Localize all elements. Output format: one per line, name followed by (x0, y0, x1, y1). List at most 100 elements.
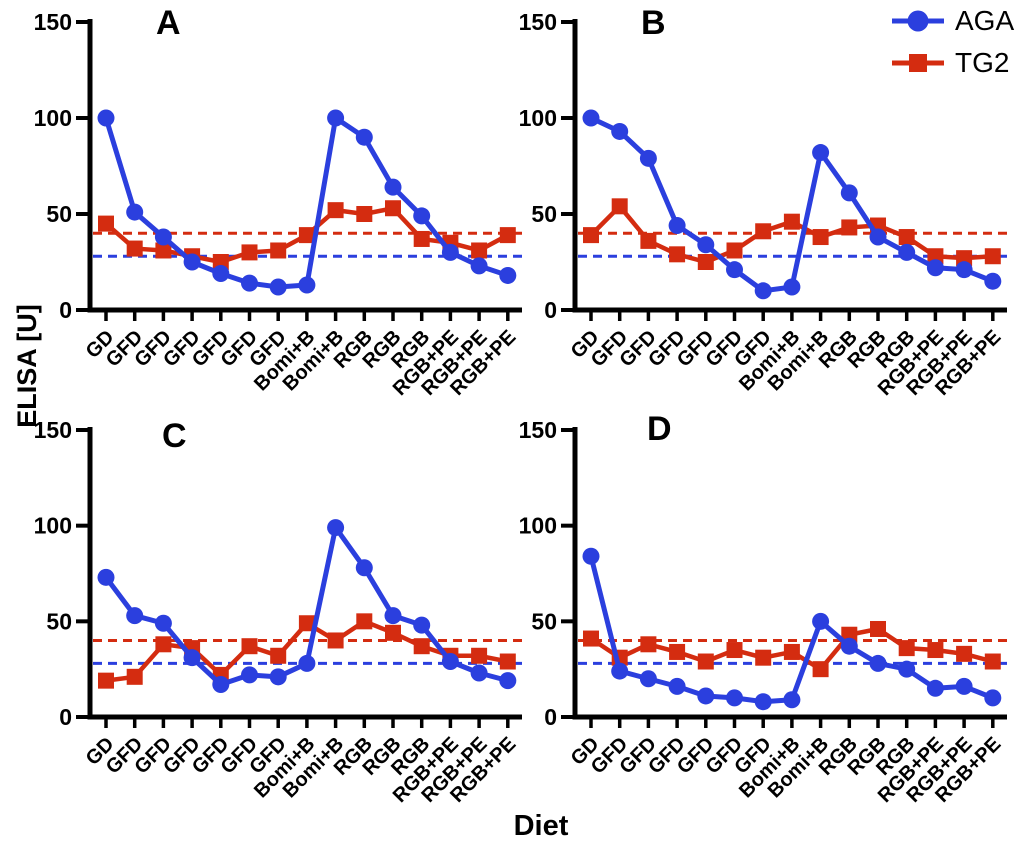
data-point-tg2 (669, 643, 686, 660)
panel-label: D (647, 410, 672, 448)
data-point-tg2 (270, 242, 287, 259)
y-tick-label: 50 (531, 608, 557, 634)
y-axis-title: ELISA [U] (12, 304, 42, 428)
data-point-tg2 (298, 615, 315, 632)
data-point-tg2 (298, 227, 315, 244)
data-point-tg2 (726, 642, 743, 659)
data-point-aga (499, 672, 517, 690)
panel-a: 050100150GDGFDGFDGFDGFDGFDGFDBomi+BBomi+… (34, 4, 522, 400)
data-point-aga (126, 607, 144, 625)
legend-label-tg2: TG2 (955, 47, 1010, 78)
data-point-aga (327, 519, 345, 537)
data-point-aga (726, 689, 743, 707)
data-point-tg2 (697, 254, 714, 270)
data-point-aga (384, 178, 402, 196)
data-point-aga (499, 266, 517, 284)
y-tick-label: 100 (519, 105, 557, 131)
data-point-aga (898, 243, 916, 261)
y-tick-label: 0 (544, 704, 557, 730)
data-point-aga (298, 276, 316, 294)
data-point-tg2 (927, 248, 944, 265)
data-point-aga (812, 612, 830, 630)
data-point-tg2 (841, 219, 858, 236)
y-tick-label: 0 (59, 297, 72, 323)
data-point-tg2 (126, 668, 143, 685)
data-point-aga (726, 261, 743, 279)
data-point-aga (955, 677, 973, 695)
data-point-tg2 (984, 653, 1001, 670)
data-point-tg2 (956, 250, 973, 267)
data-point-tg2 (898, 640, 915, 657)
data-point-tg2 (98, 215, 114, 232)
data-point-tg2 (499, 653, 516, 670)
legend: AGA TG2 (890, 4, 1014, 80)
data-point-aga (97, 109, 115, 127)
y-tick-label: 150 (519, 417, 557, 443)
data-point-aga (582, 547, 600, 565)
data-point-aga (212, 675, 230, 693)
data-point-tg2 (155, 242, 172, 259)
data-point-aga (754, 282, 772, 300)
data-point-tg2 (413, 230, 430, 247)
tg2-marker-icon (892, 54, 944, 72)
data-point-tg2 (640, 232, 657, 249)
data-point-aga (154, 614, 172, 632)
data-point-aga (470, 664, 488, 682)
data-point-tg2 (898, 229, 915, 246)
data-point-aga (212, 265, 230, 283)
data-point-aga (812, 144, 830, 162)
y-tick-label: 150 (34, 417, 72, 443)
data-point-aga (639, 149, 657, 167)
data-point-aga (783, 691, 801, 709)
x-axis-title: Diet (513, 810, 569, 842)
data-point-tg2 (471, 242, 488, 259)
data-point-tg2 (956, 645, 973, 662)
data-point-tg2 (783, 643, 800, 660)
data-point-tg2 (241, 244, 258, 261)
y-tick-label: 50 (46, 201, 72, 227)
data-point-aga (441, 653, 459, 671)
data-point-tg2 (697, 653, 714, 670)
data-point-aga (269, 668, 287, 686)
data-point-tg2 (755, 223, 772, 240)
data-point-tg2 (155, 636, 172, 653)
data-point-tg2 (640, 636, 657, 653)
panel-c: 050100150GDGFDGFDGFDGFDGFDGFDBomi+BBomi+… (34, 417, 522, 807)
data-point-aga (355, 559, 373, 577)
data-point-aga (582, 109, 600, 127)
data-point-tg2 (984, 248, 1001, 265)
data-point-tg2 (870, 620, 886, 637)
y-tick-label: 100 (34, 105, 72, 131)
legend-item-tg2: TG2 (890, 46, 1014, 80)
data-point-aga (697, 687, 715, 705)
data-point-tg2 (126, 240, 143, 257)
data-point-tg2 (927, 642, 944, 659)
data-point-aga (783, 278, 801, 296)
data-point-tg2 (385, 624, 401, 641)
data-point-tg2 (583, 227, 599, 244)
data-point-tg2 (783, 213, 800, 230)
data-point-aga (984, 689, 1002, 707)
data-point-tg2 (270, 647, 287, 664)
data-point-aga (413, 207, 431, 225)
panel-label: C (162, 417, 187, 455)
data-point-aga (611, 662, 629, 680)
series-line-aga (103, 115, 511, 290)
y-tick-label: 100 (519, 513, 557, 539)
data-point-aga (355, 128, 373, 146)
y-tick-label: 0 (544, 297, 557, 323)
data-point-tg2 (212, 254, 229, 270)
data-point-tg2 (471, 647, 488, 664)
data-point-aga (470, 257, 488, 275)
data-point-aga (241, 666, 258, 684)
data-point-aga (241, 274, 258, 292)
y-tick-label: 150 (34, 9, 72, 35)
legend-item-aga: AGA (890, 4, 1014, 38)
data-point-aga (754, 693, 772, 711)
panel-label: A (156, 4, 181, 42)
data-point-aga (840, 184, 858, 202)
data-point-tg2 (669, 246, 686, 263)
data-point-aga (869, 654, 887, 672)
data-point-aga (97, 568, 115, 586)
